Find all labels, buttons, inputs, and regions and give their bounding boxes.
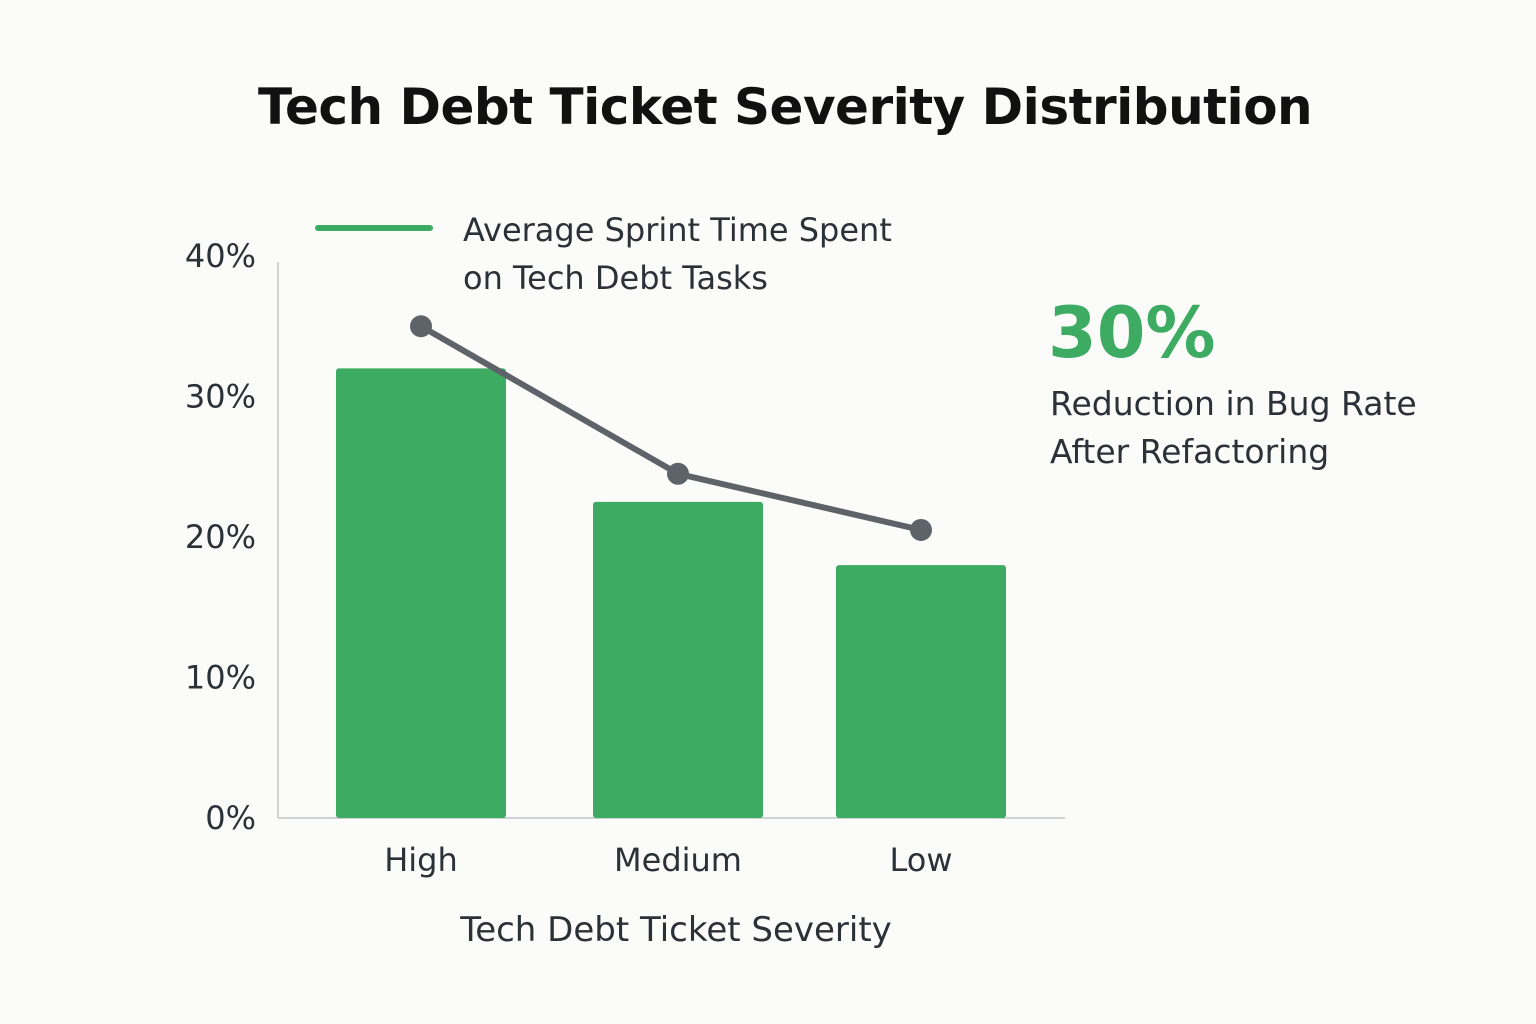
x-tick-label: Low — [889, 841, 952, 879]
y-tick-label: 30% — [185, 378, 256, 416]
legend-label-line-2: on Tech Debt Tasks — [463, 259, 768, 297]
chart-title: Tech Debt Ticket Severity Distribution — [258, 78, 1313, 136]
bar-high — [336, 368, 506, 818]
x-tick-label: Medium — [614, 841, 742, 879]
x-tick-label: High — [384, 841, 458, 879]
legend-label-line-1: Average Sprint Time Spent — [463, 211, 892, 249]
line-point-high — [410, 315, 432, 338]
callout-label-line-1: Reduction in Bug Rate — [1050, 384, 1417, 423]
y-tick-label: 40% — [185, 237, 256, 275]
legend-line-swatch — [315, 225, 433, 231]
line-point-medium — [667, 462, 689, 485]
y-tick-label: 20% — [185, 518, 256, 556]
y-tick-label: 10% — [185, 659, 256, 697]
callout-label-line-2: After Refactoring — [1050, 432, 1330, 471]
line-point-low — [910, 518, 932, 541]
bar-medium — [593, 501, 763, 818]
x-axis-title: Tech Debt Ticket Severity — [459, 910, 892, 950]
callout-value: 30% — [1048, 292, 1216, 374]
callout-label: Reduction in Bug Rate After Refactoring — [1050, 380, 1510, 476]
legend-label: Average Sprint Time Spent on Tech Debt T… — [463, 206, 933, 302]
y-tick-label: 0% — [205, 799, 256, 837]
bar-low — [836, 565, 1006, 818]
